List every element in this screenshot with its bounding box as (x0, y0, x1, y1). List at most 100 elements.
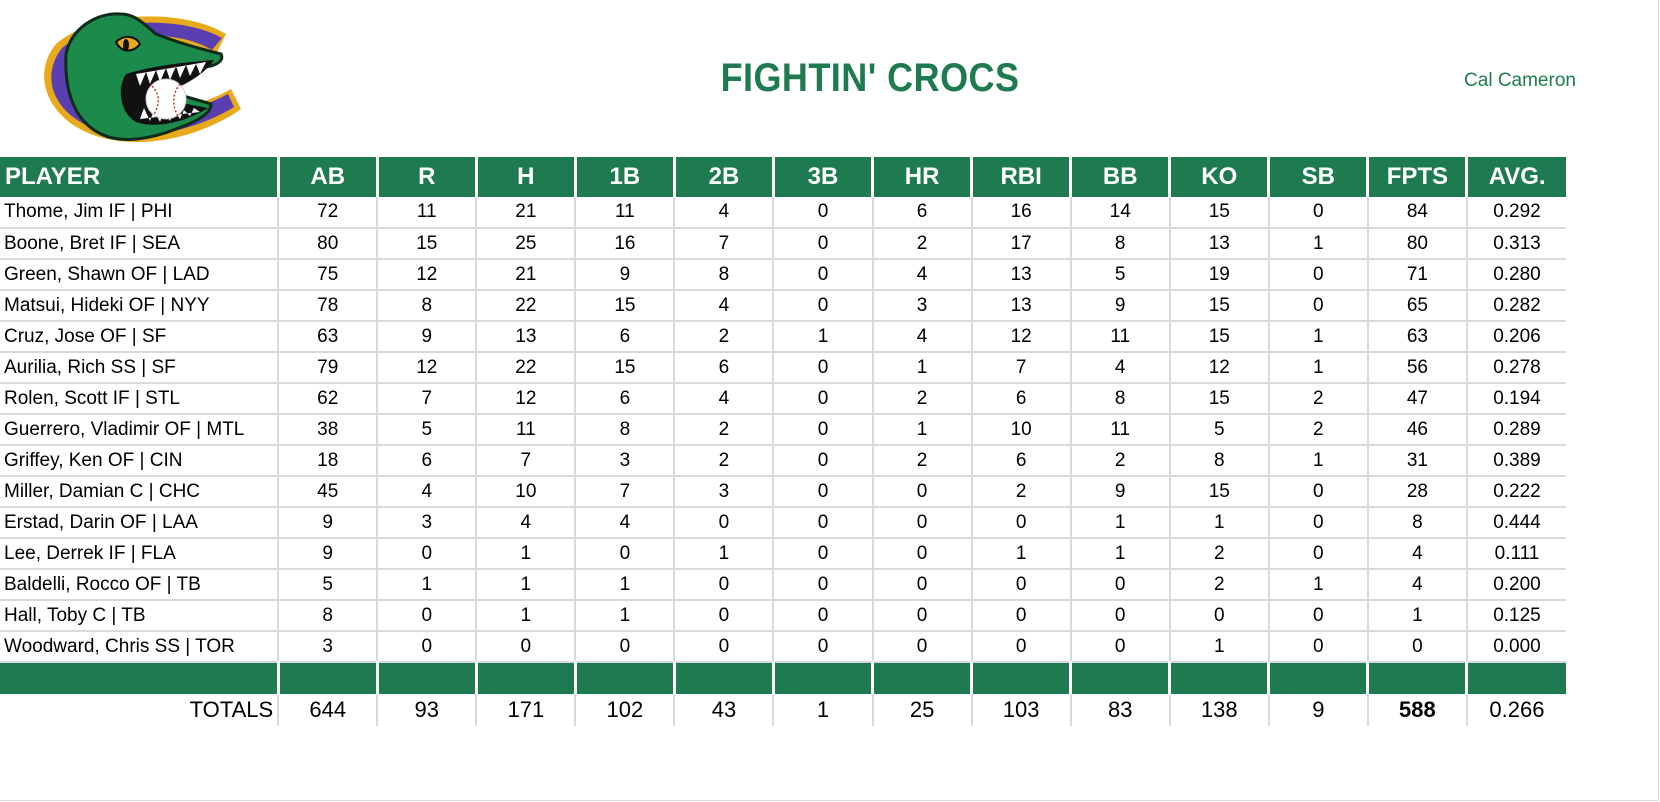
stat-cell-ab: 9 (277, 507, 378, 539)
stat-cell-h: 10 (475, 476, 576, 508)
team-logo (36, 4, 248, 154)
stat-cell-ab: 63 (277, 321, 378, 353)
stat-cell-rbi: 2 (970, 476, 1071, 508)
player-name-cell: Baldelli, Rocco OF | TB (0, 569, 279, 601)
stat-cell-fpts: 4 (1366, 569, 1467, 601)
stat-cell-h: 22 (475, 290, 576, 322)
total-cell-rbi: 103 (970, 694, 1071, 726)
stat-cell-avg: 0.280 (1465, 259, 1566, 291)
stat-cell-hr: 0 (871, 600, 972, 632)
stat-cell-rbi: 0 (970, 569, 1071, 601)
column-header-player: PLAYER (0, 157, 279, 197)
stat-cell-bb: 2 (1069, 445, 1170, 477)
column-header-r: R (375, 157, 477, 197)
stat-cell-sb: 0 (1267, 631, 1368, 663)
stat-cell-ko: 15 (1168, 383, 1269, 415)
stat-cell-3b: 0 (772, 476, 873, 508)
total-cell-1b: 102 (574, 694, 675, 726)
stat-cell-3b: 0 (772, 383, 873, 415)
stat-cell-fpts: 1 (1366, 600, 1467, 632)
column-header-rbi: RBI (970, 157, 1071, 197)
stat-cell-fpts: 80 (1366, 228, 1467, 260)
stat-cell-1b: 4 (574, 507, 675, 539)
player-row: Hall, Toby C | TB 8 0 1 1 0 0 0 0 0 0 0 1 0.125 (0, 600, 1566, 632)
column-header-bb: BB (1069, 157, 1170, 197)
stat-cell-ab: 62 (277, 383, 378, 415)
spacer-cell (771, 662, 873, 694)
stat-cell-bb: 11 (1069, 414, 1170, 446)
stat-cell-bb: 1 (1069, 538, 1170, 570)
stat-cell-rbi: 16 (970, 197, 1071, 229)
stat-cell-fpts: 47 (1366, 383, 1467, 415)
stat-cell-3b: 0 (772, 569, 873, 601)
stat-cell-1b: 1 (574, 600, 675, 632)
stat-cell-h: 4 (475, 507, 576, 539)
player-name-cell: Matsui, Hideki OF | NYY (0, 290, 279, 322)
stat-cell-rbi: 6 (970, 445, 1071, 477)
total-cell-ab: 644 (277, 694, 378, 726)
player-row: Matsui, Hideki OF | NYY 78 8 22 15 4 0 3 13 9 15 0 6… (0, 290, 1566, 322)
player-row: Woodward, Chris SS | TOR 3 0 0 0 0 0 0 0 0 1 0 0 0.00… (0, 631, 1566, 663)
column-header-3b: 3B (771, 157, 873, 197)
stat-cell-r: 0 (376, 600, 477, 632)
player-name-cell: Thome, Jim IF | PHI (0, 197, 279, 229)
player-row: Lee, Derrek IF | FLA 9 0 1 0 1 0 0 1 1 2 0 4 0.111 (0, 538, 1566, 570)
stat-cell-h: 1 (475, 600, 576, 632)
player-row: Boone, Bret IF | SEA 80 15 25 16 7 0 2 17 8 13 1 80 0… (0, 228, 1566, 260)
player-name-cell: Guerrero, Vladimir OF | MTL (0, 414, 279, 446)
stat-cell-hr: 4 (871, 259, 972, 291)
stat-cell-ab: 80 (277, 228, 378, 260)
player-name-cell: Miller, Damian C | CHC (0, 476, 279, 508)
stat-cell-3b: 0 (772, 352, 873, 384)
stat-cell-rbi: 13 (970, 290, 1071, 322)
stat-cell-fpts: 56 (1366, 352, 1467, 384)
stat-cell-rbi: 1 (970, 538, 1071, 570)
stat-cell-2b: 4 (673, 383, 774, 415)
stat-cell-h: 1 (475, 569, 576, 601)
stat-cell-2b: 8 (673, 259, 774, 291)
stat-cell-fpts: 8 (1366, 507, 1467, 539)
stat-cell-avg: 0.292 (1465, 197, 1566, 229)
stat-cell-avg: 0.000 (1465, 631, 1566, 663)
spacer-cell (672, 662, 774, 694)
stat-cell-2b: 0 (673, 631, 774, 663)
stat-cell-avg: 0.282 (1465, 290, 1566, 322)
column-header-hr: HR (871, 157, 972, 197)
stat-cell-3b: 0 (772, 507, 873, 539)
stat-cell-1b: 7 (574, 476, 675, 508)
player-row: Aurilia, Rich SS | SF 79 12 22 15 6 0 1 7 4 12 1 56 0… (0, 352, 1566, 384)
stat-cell-avg: 0.289 (1465, 414, 1566, 446)
stat-cell-1b: 1 (574, 569, 675, 601)
stat-cell-bb: 0 (1069, 569, 1170, 601)
stat-cell-ko: 5 (1168, 414, 1269, 446)
spacer-cell (375, 662, 477, 694)
stat-cell-2b: 4 (673, 197, 774, 229)
stat-cell-hr: 0 (871, 507, 972, 539)
stat-cell-avg: 0.206 (1465, 321, 1566, 353)
stat-cell-hr: 6 (871, 197, 972, 229)
stat-cell-bb: 0 (1069, 631, 1170, 663)
stat-cell-2b: 0 (673, 600, 774, 632)
player-row: Baldelli, Rocco OF | TB 5 1 1 1 0 0 0 0 0 2 1 4 0.200 (0, 569, 1566, 601)
stat-cell-ko: 8 (1168, 445, 1269, 477)
stat-cell-avg: 0.313 (1465, 228, 1566, 260)
stat-cell-r: 11 (376, 197, 477, 229)
stat-cell-r: 5 (376, 414, 477, 446)
stat-cell-ko: 15 (1168, 476, 1269, 508)
stat-cell-bb: 4 (1069, 352, 1170, 384)
stat-cell-ab: 78 (277, 290, 378, 322)
spacer-cell (474, 662, 576, 694)
stat-cell-rbi: 13 (970, 259, 1071, 291)
stat-cell-1b: 0 (574, 631, 675, 663)
player-name-cell: Erstad, Darin OF | LAA (0, 507, 279, 539)
stat-cell-h: 25 (475, 228, 576, 260)
totals-label: TOTALS (189, 697, 274, 722)
stat-cell-sb: 0 (1267, 600, 1368, 632)
stats-table: PLAYER AB R H 1B 2B 3B HR RBI BB KO SB FPTS AVG. Thom… (0, 157, 1566, 726)
stat-cell-ko: 2 (1168, 569, 1269, 601)
stat-cell-sb: 2 (1267, 414, 1368, 446)
stat-cell-r: 15 (376, 228, 477, 260)
stat-cell-3b: 0 (772, 538, 873, 570)
column-header-sb: SB (1267, 157, 1368, 197)
stat-cell-2b: 2 (673, 414, 774, 446)
